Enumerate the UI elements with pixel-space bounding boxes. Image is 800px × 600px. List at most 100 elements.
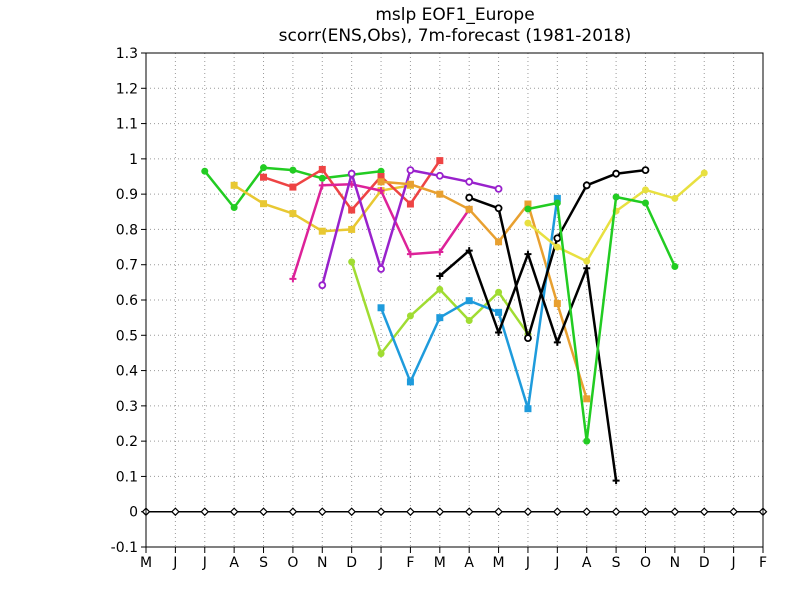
y-tick-label: -0.1 (111, 540, 138, 556)
data-point (524, 200, 532, 208)
data-point (670, 507, 680, 517)
data-point (495, 328, 503, 336)
data-point (524, 219, 532, 227)
data-point (288, 507, 298, 517)
data-point (260, 164, 268, 172)
series-3 (260, 157, 444, 214)
y-tick-label: 0.2 (116, 434, 138, 450)
data-point (436, 248, 444, 256)
data-point (406, 378, 414, 386)
data-point (230, 204, 238, 212)
data-point (377, 173, 385, 180)
data-point (377, 304, 385, 312)
y-tick-label: 0.4 (116, 364, 138, 380)
series-9 (436, 247, 620, 485)
x-tick-label: A (582, 555, 592, 571)
data-point (171, 507, 180, 517)
series-13 (141, 507, 768, 517)
data-point (318, 281, 327, 290)
data-point (612, 477, 620, 485)
y-tick-label: 1.2 (116, 81, 138, 97)
data-point (406, 507, 415, 517)
y-tick-label: 0.9 (116, 187, 138, 203)
x-tick-label: J (202, 555, 207, 571)
data-point (289, 275, 297, 283)
data-point (260, 173, 268, 181)
data-point (377, 265, 385, 273)
data-point (699, 507, 709, 517)
y-tick-label: 0.7 (116, 258, 138, 274)
y-tick-label: 0.6 (116, 293, 138, 309)
x-tick-label: D (346, 555, 357, 571)
data-point (524, 405, 532, 413)
data-point (230, 181, 238, 189)
y-tick-label: 1.3 (116, 46, 138, 62)
data-point (583, 395, 591, 403)
data-point (729, 507, 738, 517)
y-tick-label: 0.3 (116, 399, 138, 415)
x-tick-label: M (434, 555, 446, 571)
x-tick-label: A (464, 555, 474, 571)
data-point (436, 272, 444, 280)
data-point (348, 206, 356, 214)
data-point (465, 247, 473, 255)
data-point (347, 169, 356, 178)
data-point (406, 250, 414, 258)
data-point (318, 165, 326, 173)
data-point (465, 193, 474, 202)
series-line (380, 180, 588, 400)
x-tick-label: N (317, 555, 327, 571)
x-tick-label: J (525, 555, 530, 571)
series-12 (524, 193, 679, 445)
data-point (523, 507, 533, 517)
data-point (348, 258, 356, 266)
y-tick-label: 0.1 (116, 469, 138, 485)
data-point (641, 507, 650, 517)
data-point (289, 166, 297, 174)
data-point (436, 285, 444, 293)
data-point (671, 262, 679, 270)
data-point (495, 288, 503, 296)
data-point (495, 308, 503, 316)
data-point (318, 174, 326, 182)
data-point (611, 507, 621, 517)
data-point (583, 264, 591, 272)
data-point (700, 169, 708, 177)
data-point (553, 300, 561, 308)
data-point (435, 507, 445, 517)
data-point (582, 181, 591, 190)
data-point (377, 167, 385, 175)
axes: -0.1 0 0.1 0.2 0.3 0.4 0.5 0.6 0.7 0.8 0.9 1 1.1 1.2 1… (111, 46, 767, 571)
data-point (318, 227, 326, 235)
chart-subtitle: scorr(ENS,Obs), 7m-forecast (1981-2018) (279, 26, 632, 46)
data-point (494, 184, 503, 193)
data-point (377, 187, 385, 195)
x-tick-label: A (229, 555, 239, 571)
data-point (376, 507, 386, 517)
data-point (289, 210, 297, 218)
data-point (671, 194, 679, 202)
x-tick-label: N (670, 555, 680, 571)
data-point (553, 338, 561, 346)
data-point (553, 199, 561, 207)
data-point (465, 297, 473, 305)
x-tick-label: J (554, 555, 559, 571)
x-tick-label: S (259, 555, 268, 571)
x-tick-label: J (172, 555, 177, 571)
x-tick-label: F (406, 555, 414, 571)
data-point (494, 204, 503, 213)
series-8 (377, 194, 561, 413)
data-point (641, 199, 649, 207)
data-point (553, 243, 561, 251)
data-point (260, 200, 268, 208)
series-line (527, 195, 677, 443)
x-tick-label: J (378, 555, 383, 571)
data-point (318, 181, 326, 189)
data-point (406, 312, 414, 320)
data-point (464, 507, 474, 517)
chart-title: mslp EOF1_Europe (375, 5, 534, 25)
data-point (641, 166, 650, 175)
data-point (377, 350, 385, 358)
data-point (582, 507, 592, 517)
